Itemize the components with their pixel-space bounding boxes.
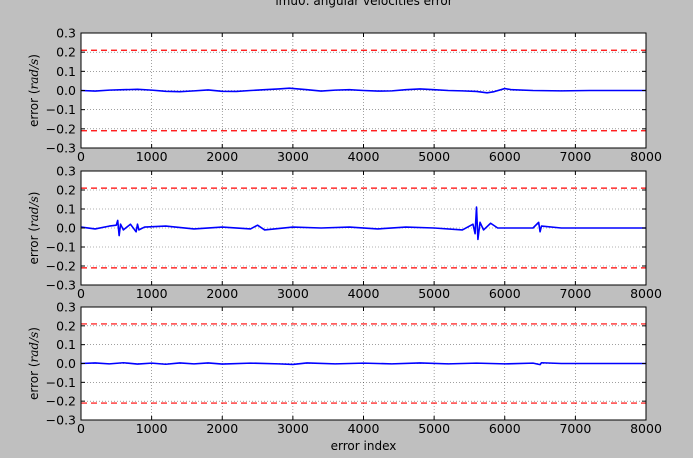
y-tick-label: 0.2	[56, 183, 76, 198]
subplot-2: 0 1000 2000 3000 4000 5000 6000 7000 8000 0.3 0.2 0…	[27, 164, 662, 302]
x-tick-label: 4000	[348, 286, 380, 301]
x-tick-label: 2000	[206, 421, 238, 436]
y-axis-label: error (rad/s)	[27, 54, 41, 127]
y-tick-label: 0.1	[56, 337, 76, 352]
x-tick-label: 0	[77, 286, 85, 301]
y-tick-label: −0.2	[46, 394, 76, 409]
error-series-line	[80, 87, 646, 94]
x-tick-label: 6000	[489, 286, 521, 301]
x-tick-label: 3000	[277, 421, 309, 436]
x-tick-label: 0	[77, 421, 85, 436]
x-tick-label: 5000	[418, 421, 450, 436]
x-tick-label: 3000	[277, 149, 309, 164]
y-axis-label-prefix: error (	[27, 362, 41, 400]
x-tick-label: 5000	[418, 286, 450, 301]
x-tick-label: 1000	[136, 421, 168, 436]
x-tick-label: 7000	[559, 421, 591, 436]
x-tick-label: 4000	[348, 421, 380, 436]
x-tick-label: 7000	[559, 286, 591, 301]
y-tick-label: −0.2	[46, 259, 76, 274]
x-tick-label: 8000	[630, 286, 662, 301]
y-tick-label: −0.1	[46, 240, 76, 255]
x-tick-label: 0	[77, 149, 85, 164]
y-axis-label-prefix: error (	[27, 89, 41, 127]
x-tick-label: 1000	[136, 149, 168, 164]
x-tick-label: 2000	[206, 286, 238, 301]
y-tick-label: 0.0	[56, 356, 76, 371]
y-tick-label: 0.2	[56, 318, 76, 333]
y-tick-label: 0.3	[56, 26, 76, 41]
y-tick-label: 0.3	[56, 300, 76, 315]
y-axis-label-suffix: )	[27, 191, 41, 196]
x-tick-label: 6000	[489, 421, 521, 436]
figure-title: imu0: angular velocities error	[275, 0, 452, 8]
y-tick-label: −0.2	[46, 121, 76, 136]
y-tick-label: 0.2	[56, 45, 76, 60]
y-tick-label: −0.1	[46, 102, 76, 117]
x-tick-label: 7000	[559, 149, 591, 164]
y-axis-label: error (rad/s)	[27, 191, 41, 264]
x-axis-label: error index	[331, 439, 397, 453]
y-axis-label-suffix: )	[27, 327, 41, 332]
error-series-line	[80, 361, 646, 366]
x-tick-label: 1000	[136, 286, 168, 301]
y-axis-label-prefix: error (	[27, 227, 41, 265]
x-tick-label: 6000	[489, 149, 521, 164]
y-axis-label-unit: rad/s	[27, 196, 41, 227]
y-tick-label: −0.3	[46, 413, 76, 428]
y-tick-label: 0.3	[56, 164, 76, 179]
y-axis-label: error (rad/s)	[27, 327, 41, 400]
x-tick-label: 3000	[277, 286, 309, 301]
subplot-1: 0 1000 2000 3000 4000 5000 6000 7000 8000 0.3 0.2 0…	[27, 26, 662, 165]
x-tick-label: 4000	[348, 149, 380, 164]
y-axis-label-unit: rad/s	[27, 59, 41, 90]
y-tick-label: −0.1	[46, 375, 76, 390]
y-tick-label: 0.0	[56, 221, 76, 236]
x-tick-label: 5000	[418, 149, 450, 164]
y-axis-label-suffix: )	[27, 54, 41, 59]
x-tick-label: 8000	[630, 421, 662, 436]
subplot-3: 0 1000 2000 3000 4000 5000 6000 7000 8000 0.3 0.2 0…	[27, 300, 662, 454]
x-tick-label: 2000	[206, 149, 238, 164]
y-tick-label: −0.3	[46, 278, 76, 293]
y-tick-label: 0.0	[56, 83, 76, 98]
error-series-line	[80, 206, 646, 241]
y-tick-label: −0.3	[46, 141, 76, 156]
x-tick-label: 8000	[630, 149, 662, 164]
y-tick-label: 0.1	[56, 202, 76, 217]
y-axis-label-unit: rad/s	[27, 332, 41, 363]
y-tick-label: 0.1	[56, 64, 76, 79]
